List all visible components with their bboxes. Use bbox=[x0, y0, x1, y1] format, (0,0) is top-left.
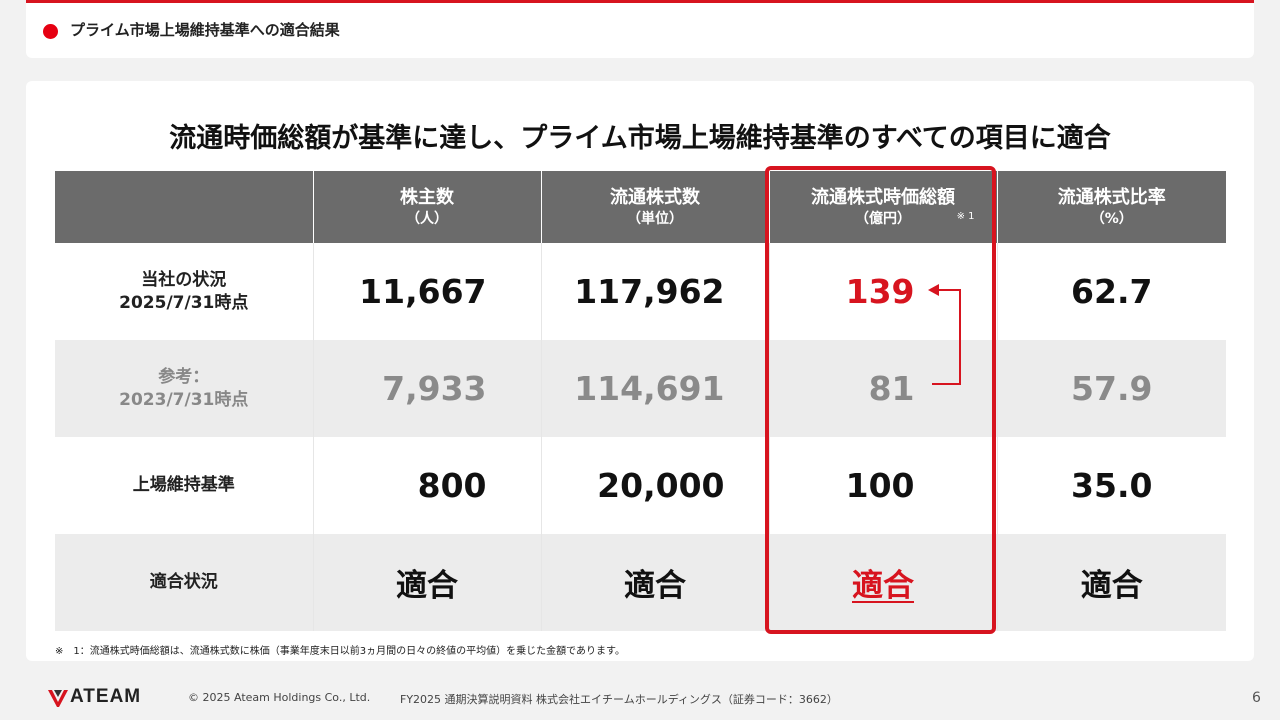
column-header-title: 流通株式比率 bbox=[1057, 187, 1166, 208]
status-value-highlight: 適合 bbox=[852, 568, 914, 604]
row-label-cell: 上場維持基準 bbox=[55, 437, 313, 534]
cell-value: 100 bbox=[845, 466, 915, 505]
table-cell: 114,691 bbox=[540, 340, 769, 437]
table-cell: 62.7 bbox=[996, 243, 1226, 340]
table-cell: 適合 bbox=[996, 534, 1226, 631]
increase-arrow-icon bbox=[928, 284, 961, 385]
cell-value: 35.0 bbox=[1071, 466, 1153, 505]
row-label: 適合状況 bbox=[149, 572, 218, 592]
cell-value: 11,667 bbox=[359, 272, 487, 311]
table-cell: 800 bbox=[312, 437, 541, 534]
column-header-unit: （%） bbox=[1090, 211, 1133, 227]
cell-value: 62.7 bbox=[1071, 272, 1153, 311]
column-header-unit: （単位） bbox=[627, 211, 683, 227]
row-label-cell: 参考： 2023/7/31時点 bbox=[55, 340, 313, 437]
row-label-date: 2025/7/31時点 bbox=[119, 292, 249, 313]
cell-value: 800 bbox=[417, 466, 487, 505]
row-label: 当社の状況 bbox=[141, 269, 227, 290]
section-header: プライム市場上場維持基準への適合結果 bbox=[26, 3, 1254, 58]
column-header-title: 流通株式数 bbox=[610, 187, 700, 208]
cell-value-highlight: 139 bbox=[845, 272, 915, 311]
top-accent-line bbox=[26, 0, 1254, 3]
table-cell: 7,933 bbox=[312, 340, 541, 437]
header-empty-cell bbox=[55, 171, 313, 243]
column-header: 流通株式数 （単位） bbox=[540, 171, 769, 243]
table-cell: 適合 bbox=[540, 534, 769, 631]
document-name: FY2025 通期決算説明資料 株式会社エイチームホールディングス（証券コード：… bbox=[400, 693, 838, 706]
headline: 流通時価総額が基準に達し、プライム市場上場維持基準のすべての項目に適合 bbox=[169, 123, 1111, 154]
table-row: 適合状況 適合 適合 適合 適合 bbox=[55, 534, 1226, 631]
cell-value: 117,962 bbox=[574, 272, 725, 311]
table-row: 参考： 2023/7/31時点 7,933 114,691 81 57.9 bbox=[55, 340, 1226, 437]
footnote: ※ 1：流通株式時価総額は、流通株式数に株価（事業年度末日以前3ヵ月間の日々の終… bbox=[55, 646, 626, 657]
table-row: 上場維持基準 800 20,000 100 35.0 bbox=[55, 437, 1226, 534]
cell-value: 20,000 bbox=[597, 466, 725, 505]
logo-wordmark: ATEAM bbox=[70, 686, 142, 707]
row-label-cell: 適合状況 bbox=[55, 534, 313, 631]
status-value: 適合 bbox=[624, 568, 686, 604]
row-label-date: 2023/7/31時点 bbox=[119, 389, 249, 410]
table-cell: 適合 bbox=[768, 534, 997, 631]
highlight-frame bbox=[765, 166, 996, 634]
table-cell: 117,962 bbox=[540, 243, 769, 340]
column-header-unit: （人） bbox=[406, 211, 448, 227]
column-header: 株主数 （人） bbox=[312, 171, 541, 243]
ateam-logo-icon bbox=[48, 690, 68, 707]
table-cell: 11,667 bbox=[312, 243, 541, 340]
cell-value: 81 bbox=[868, 369, 915, 408]
status-value: 適合 bbox=[396, 568, 458, 604]
row-label-cell: 当社の状況 2025/7/31時点 bbox=[55, 243, 313, 340]
copyright: © 2025 Ateam Holdings Co., Ltd. bbox=[188, 691, 371, 704]
column-header-title: 流通株式時価総額 bbox=[811, 187, 955, 208]
bullet-dot-icon bbox=[43, 24, 58, 39]
footnote-marker: ※ 1 bbox=[956, 211, 975, 222]
table-row: 当社の状況 2025/7/31時点 11,667 117,962 139 62.… bbox=[55, 243, 1226, 340]
table-header-row: 株主数 （人） 流通株式数 （単位） 流通株式時価総額 （億円） ※ 1 流通株… bbox=[55, 171, 1226, 243]
status-value: 適合 bbox=[1080, 568, 1143, 604]
cell-value: 57.9 bbox=[1071, 369, 1153, 408]
table-cell: 20,000 bbox=[540, 437, 769, 534]
column-header: 流通株式比率 （%） bbox=[996, 171, 1226, 243]
table-cell: 35.0 bbox=[996, 437, 1226, 534]
compliance-table: 株主数 （人） 流通株式数 （単位） 流通株式時価総額 （億円） ※ 1 流通株… bbox=[55, 171, 1226, 631]
section-title: プライム市場上場維持基準への適合結果 bbox=[70, 21, 340, 39]
table-cell: 100 bbox=[768, 437, 997, 534]
column-header-title: 株主数 bbox=[400, 187, 454, 208]
page-number: 6 bbox=[1252, 690, 1261, 706]
table-cell: 57.9 bbox=[996, 340, 1226, 437]
column-header-unit: （億円） bbox=[855, 211, 911, 227]
cell-value: 114,691 bbox=[574, 369, 725, 408]
row-label: 参考： bbox=[158, 366, 210, 387]
column-header: 流通株式時価総額 （億円） ※ 1 bbox=[768, 171, 997, 243]
cell-value: 7,933 bbox=[382, 369, 487, 408]
table-cell: 適合 bbox=[312, 534, 541, 631]
row-label: 上場維持基準 bbox=[132, 475, 235, 495]
